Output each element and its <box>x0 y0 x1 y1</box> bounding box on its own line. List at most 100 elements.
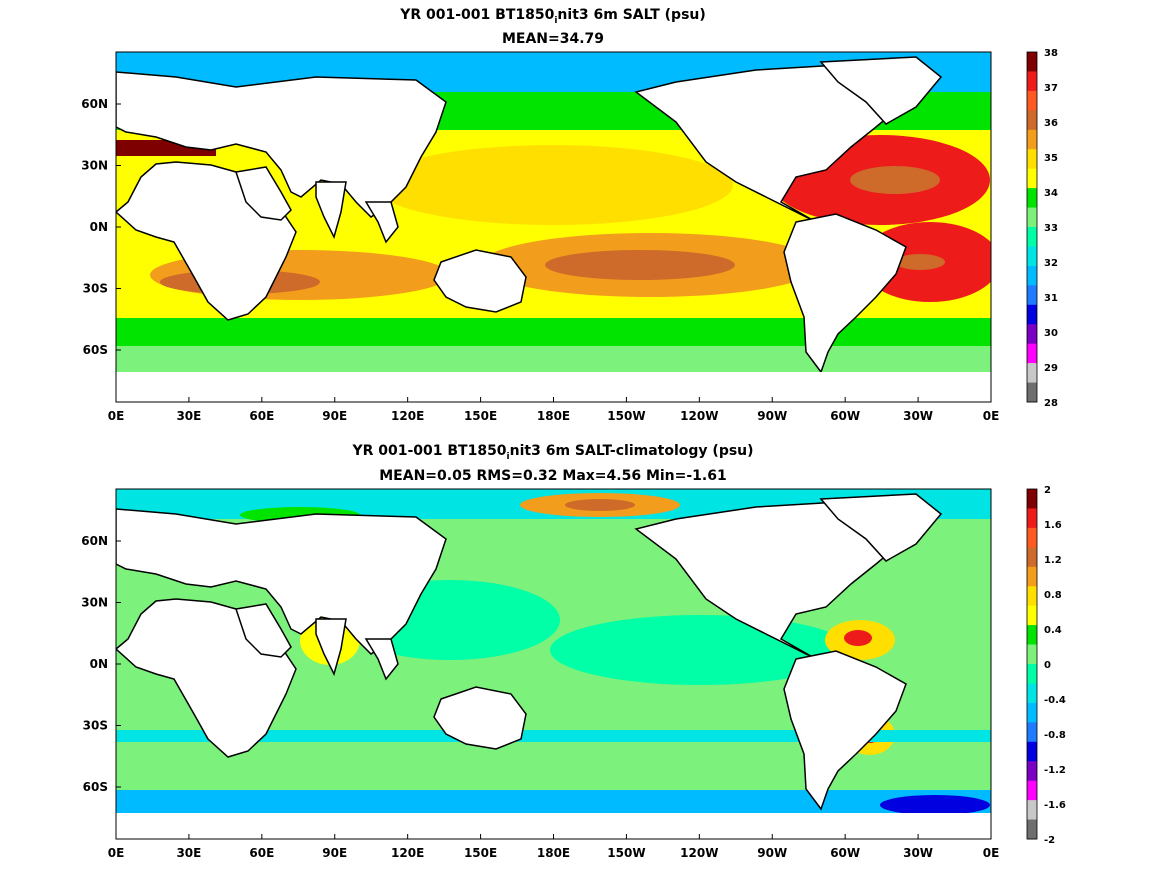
x-tick-label: 0E <box>983 409 1000 423</box>
colorbar-segment <box>1027 149 1037 170</box>
x-tick-label: 0E <box>108 846 125 860</box>
colorbar-segment <box>1027 702 1037 723</box>
y-tick-label: 0N <box>90 657 108 671</box>
colorbar-segment <box>1027 664 1037 684</box>
top-map-field <box>116 52 991 402</box>
colorbar-segment <box>1027 168 1037 189</box>
colorbar-label: 2 <box>1044 485 1051 496</box>
colorbar-segment <box>1027 566 1037 587</box>
bottom-panel: YR 001-001 BT1850init3 6m SALT-climatolo… <box>81 443 1066 860</box>
y-tick-label: 60S <box>83 780 108 794</box>
x-tick-label: 120E <box>391 846 424 860</box>
y-tick-label: 60N <box>81 534 108 548</box>
x-tick-label: 30W <box>903 409 933 423</box>
colorbar-segment <box>1027 343 1037 364</box>
colorbar-label: 36 <box>1044 118 1058 129</box>
bottom-map-field <box>116 489 991 839</box>
colorbar-segment <box>1027 489 1037 509</box>
colorbar-label: -1.6 <box>1044 800 1066 811</box>
y-tick-label: 60N <box>81 97 108 111</box>
colorbar-segment <box>1027 527 1037 548</box>
colorbar-label: 32 <box>1044 258 1058 269</box>
x-tick-label: 150E <box>464 846 497 860</box>
colorbar-label: 35 <box>1044 153 1058 164</box>
top-panel: YR 001-001 BT1850init3 6m SALT (psu) MEA… <box>81 7 1058 423</box>
colorbar-label: -2 <box>1044 835 1055 846</box>
x-tick-label: 90E <box>322 846 347 860</box>
bottom-y-axis: 60N 30N 0N 30S 60S <box>81 534 121 794</box>
top-y-axis: 60N 30N 0N 30S 60S <box>81 97 121 357</box>
x-tick-label: 60W <box>830 409 860 423</box>
colorbar-segment <box>1027 71 1037 92</box>
colorbar-segment <box>1027 819 1037 840</box>
x-tick-label: 120E <box>391 409 424 423</box>
y-tick-label: 30N <box>81 596 108 610</box>
colorbar-segment <box>1027 285 1037 306</box>
bottom-colorbar: 2 1.6 1.2 0.8 0.4 0 -0.4 -0.8 -1.2 -1.6 -2 <box>1026 485 1066 846</box>
colorbar-segment <box>1027 265 1037 286</box>
colorbar-label: 30 <box>1044 328 1058 339</box>
x-tick-label: 30E <box>176 409 201 423</box>
bottom-x-axis: 0E 30E 60E 90E 120E 150E 180E 150W 120W 90W 60W 30W… <box>108 834 1000 860</box>
colorbar-segment <box>1027 246 1037 267</box>
bottom-title: YR 001-001 BT1850init3 6m SALT-climatolo… <box>351 443 753 462</box>
colorbar-label: 0.4 <box>1044 625 1062 636</box>
colorbar-segment <box>1027 188 1037 209</box>
colorbar-segment <box>1027 586 1037 607</box>
colorbar-label: 37 <box>1044 83 1058 94</box>
colorbar-segment <box>1027 227 1037 247</box>
colorbar-segment <box>1027 207 1037 228</box>
colorbar-frame <box>1026 488 1038 840</box>
colorbar-segment <box>1027 800 1037 821</box>
y-tick-label: 30S <box>83 282 108 296</box>
colorbar-label: 0.8 <box>1044 590 1062 601</box>
x-tick-label: 60E <box>249 846 274 860</box>
x-tick-label: 30W <box>903 846 933 860</box>
colorbar-segment <box>1027 363 1037 384</box>
colorbar-segment <box>1027 90 1037 111</box>
colorbar-segment <box>1027 605 1037 626</box>
x-tick-label: 180E <box>537 409 570 423</box>
x-tick-label: 150E <box>464 409 497 423</box>
colorbar-segment <box>1027 110 1037 131</box>
colorbar-label: 33 <box>1044 223 1058 234</box>
colorbar-segment <box>1027 780 1037 801</box>
x-tick-label: 0E <box>108 409 125 423</box>
x-tick-label: 90W <box>757 409 787 423</box>
top-title: YR 001-001 BT1850init3 6m SALT (psu) <box>399 7 706 26</box>
y-tick-label: 0N <box>90 220 108 234</box>
top-colorbar: 38 37 36 35 34 33 32 31 30 29 28 <box>1026 48 1058 409</box>
colorbar-segment <box>1027 683 1037 704</box>
y-tick-label: 60S <box>83 343 108 357</box>
top-x-axis: 0E 30E 60E 90E 120E 150E 180E 150W 120W 90W 60W 30W… <box>108 397 1000 423</box>
colorbar-segment <box>1027 625 1037 646</box>
colorbar-label: -0.8 <box>1044 730 1066 741</box>
colorbar-segment <box>1027 761 1037 782</box>
colorbar-label: -1.2 <box>1044 765 1066 776</box>
colorbar-label: 29 <box>1044 363 1058 374</box>
colorbar-segment <box>1027 129 1037 150</box>
x-tick-label: 0E <box>983 846 1000 860</box>
x-tick-label: 120W <box>680 409 718 423</box>
colorbar-label: -0.4 <box>1044 695 1066 706</box>
colorbar-segment <box>1027 741 1037 762</box>
colorbar-segment <box>1027 324 1037 345</box>
colorbar-label: 1.2 <box>1044 555 1062 566</box>
colorbar-label: 28 <box>1044 398 1058 409</box>
x-tick-label: 120W <box>680 846 718 860</box>
colorbar-segment <box>1027 547 1037 568</box>
x-tick-label: 90E <box>322 409 347 423</box>
colorbar-segment <box>1027 722 1037 743</box>
x-tick-label: 60W <box>830 846 860 860</box>
x-tick-label: 150W <box>607 846 645 860</box>
x-tick-label: 150W <box>607 409 645 423</box>
colorbar-label: 0 <box>1044 660 1051 671</box>
y-tick-label: 30N <box>81 159 108 173</box>
colorbar-segment <box>1027 382 1037 403</box>
colorbar-label: 31 <box>1044 293 1058 304</box>
x-tick-label: 90W <box>757 846 787 860</box>
colorbar-segment <box>1027 644 1037 665</box>
colorbar-segment <box>1027 52 1037 72</box>
colorbar-segment <box>1027 304 1037 325</box>
